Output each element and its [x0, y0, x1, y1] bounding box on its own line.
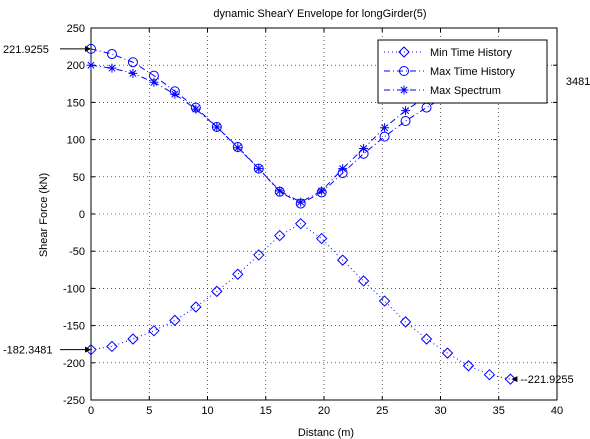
data-point-max-time-history — [127, 57, 138, 68]
data-point-max-spectrum — [212, 122, 222, 132]
y-tick-label: 150 — [67, 97, 85, 109]
y-tick-label: -250 — [63, 395, 85, 407]
annotation-label: --221.9255 — [520, 374, 573, 386]
data-point-min-time-history — [211, 285, 223, 298]
data-point-min-time-history — [106, 340, 118, 353]
x-axis-label: Distanc (m) — [298, 427, 354, 439]
data-point-min-time-history — [294, 217, 307, 230]
plot-area: 0 5 10 15 20 25 30 35 40 -250 -200 -150 -100 -50 0 50 10… — [3, 23, 590, 417]
data-point-max-spectrum — [401, 106, 411, 116]
data-point-min-time-history — [190, 301, 202, 313]
y-tick-label: -50 — [69, 246, 85, 258]
y-tick-label: 0 — [79, 209, 85, 221]
data-point-max-spectrum — [296, 197, 306, 207]
annotation-label: -182.3481 — [3, 345, 53, 357]
x-tick-label: 5 — [146, 405, 152, 417]
data-point-max-spectrum — [191, 104, 201, 114]
legend-marker-min-time-history — [398, 46, 410, 58]
data-point-min-time-history — [378, 295, 391, 307]
chart-title: dynamic ShearY Envelope for longGirder(5… — [213, 8, 426, 20]
data-point-max-time-history — [106, 49, 117, 60]
annotation: 221.9255 — [3, 44, 91, 56]
data-point-max-spectrum — [380, 123, 390, 133]
data-point-min-time-history — [253, 249, 265, 261]
data-point-min-time-history — [148, 325, 160, 337]
x-tick-label: 10 — [201, 405, 213, 417]
data-point-max-time-history — [400, 116, 411, 126]
data-point-max-spectrum — [317, 186, 327, 196]
x-tick-label: 20 — [318, 405, 330, 417]
data-point-min-time-history — [336, 254, 349, 266]
legend-marker-max-time-history — [399, 66, 409, 76]
x-tick-label: 25 — [376, 405, 388, 417]
data-point-max-spectrum — [233, 143, 243, 153]
data-point-max-spectrum — [128, 68, 138, 78]
data-point-max-spectrum — [86, 60, 96, 70]
x-tick-label: 0 — [88, 405, 94, 417]
data-point-min-time-history — [315, 232, 328, 245]
data-point-max-spectrum — [107, 63, 117, 73]
x-tick-label: 15 — [260, 405, 272, 417]
legend-label-max-spectrum: Max Spectrum — [430, 85, 501, 97]
annotation-arrowhead — [85, 346, 91, 353]
data-point-max-spectrum — [338, 164, 348, 174]
data-point-max-spectrum — [170, 89, 180, 99]
annotation: --221.9255 — [511, 374, 574, 386]
y-tick-label: -100 — [63, 283, 85, 295]
data-point-max-spectrum — [254, 164, 264, 174]
data-point-min-time-history — [274, 229, 286, 242]
annotation-arrowhead — [85, 45, 91, 52]
data-point-min-time-history — [420, 333, 433, 345]
data-point-min-time-history — [399, 316, 412, 328]
data-point-min-time-history — [127, 333, 139, 345]
data-point-min-time-history — [232, 268, 244, 280]
data-point-min-time-history — [462, 360, 475, 372]
data-point-min-time-history — [441, 347, 454, 359]
legend-marker-max-spectrum — [399, 85, 409, 95]
annotation: 3481 — [566, 76, 590, 88]
annotation-arrowhead — [511, 376, 518, 383]
x-tick-label: 35 — [493, 405, 505, 417]
annotation-label: 221.9255 — [3, 44, 49, 56]
legend-label-min-time-history: Min Time History — [430, 47, 512, 59]
data-point-min-time-history — [169, 314, 181, 327]
x-tick-label: 40 — [551, 405, 563, 417]
data-point-min-time-history — [504, 373, 517, 385]
series-line-min-time-history — [90, 223, 511, 380]
data-point-max-spectrum — [275, 186, 285, 196]
legend: Min Time History Max Time History Max Spec… — [377, 39, 548, 104]
y-tick-label: 200 — [67, 60, 85, 72]
data-point-min-time-history — [483, 368, 496, 381]
legend-label-max-time-history: Max Time History — [430, 66, 515, 78]
y-tick-label: 50 — [73, 172, 85, 184]
y-axis-label: Shear Force (kN) — [38, 173, 50, 257]
y-tick-label: -150 — [63, 321, 85, 333]
x-tick-label: 30 — [434, 405, 446, 417]
y-tick-label: 250 — [67, 23, 85, 35]
y-tick-label: 100 — [67, 135, 85, 147]
data-point-max-spectrum — [359, 144, 369, 154]
annotation-label: 3481 — [566, 76, 590, 88]
y-tick-label: -200 — [63, 358, 85, 370]
data-point-min-time-history — [357, 275, 370, 287]
annotation: -182.3481 — [3, 345, 91, 357]
series-min-time-history — [85, 217, 517, 385]
data-point-max-spectrum — [149, 77, 159, 87]
